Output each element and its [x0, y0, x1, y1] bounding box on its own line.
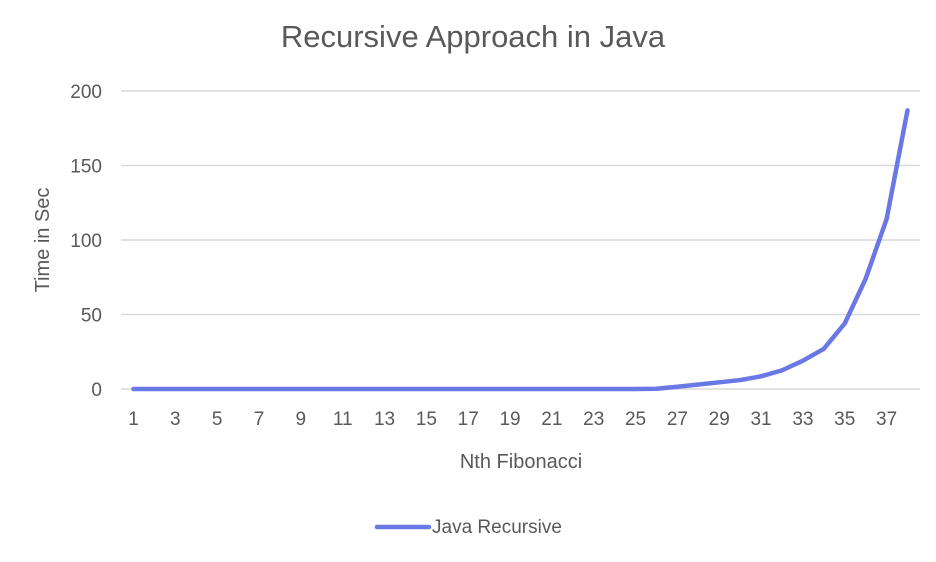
x-tick-label: 31 — [750, 409, 771, 430]
x-tick-label: 25 — [625, 409, 646, 430]
x-tick-label: 11 — [333, 409, 353, 430]
y-tick-label: 200 — [70, 82, 102, 103]
x-tick-label: 15 — [416, 409, 437, 430]
x-tick-label: 5 — [212, 409, 223, 430]
series-line-0 — [131, 108, 910, 392]
y-tick-label: 150 — [70, 157, 102, 178]
x-tick-label: 19 — [499, 409, 520, 430]
x-tick-label: 13 — [374, 409, 395, 430]
y-tick-label: 0 — [91, 380, 102, 401]
x-tick-label: 33 — [792, 409, 813, 430]
y-axis-label: Time in Sec — [32, 188, 54, 293]
x-tick-label: 37 — [876, 409, 897, 430]
legend: Java Recursive — [374, 517, 562, 538]
y-axis-ticks: 0 50 100 150 200 — [70, 82, 102, 401]
x-tick-label: 27 — [667, 409, 688, 430]
y-tick-label: 50 — [81, 306, 102, 327]
x-tick-label: 7 — [254, 409, 265, 430]
x-tick-label: 29 — [709, 409, 730, 430]
x-tick-label: 1 — [128, 409, 139, 430]
x-axis-label: Nth Fibonacci — [460, 451, 582, 473]
x-axis-ticks: 1 3 5 7 9 11 13 15 17 19 21 23 25 27 29 31 33 35 37 — [128, 409, 897, 430]
x-tick-label: 9 — [296, 409, 307, 430]
legend-label: Java Recursive — [432, 517, 562, 538]
x-tick-label: 3 — [170, 409, 181, 430]
x-tick-label: 35 — [834, 409, 855, 430]
y-tick-label: 100 — [70, 231, 102, 252]
x-tick-label: 23 — [583, 409, 604, 430]
series-layer — [131, 108, 910, 392]
x-tick-label: 17 — [458, 409, 479, 430]
chart-title: Recursive Approach in Java — [281, 19, 666, 54]
x-tick-label: 21 — [541, 409, 562, 430]
gridlines — [121, 90, 920, 390]
